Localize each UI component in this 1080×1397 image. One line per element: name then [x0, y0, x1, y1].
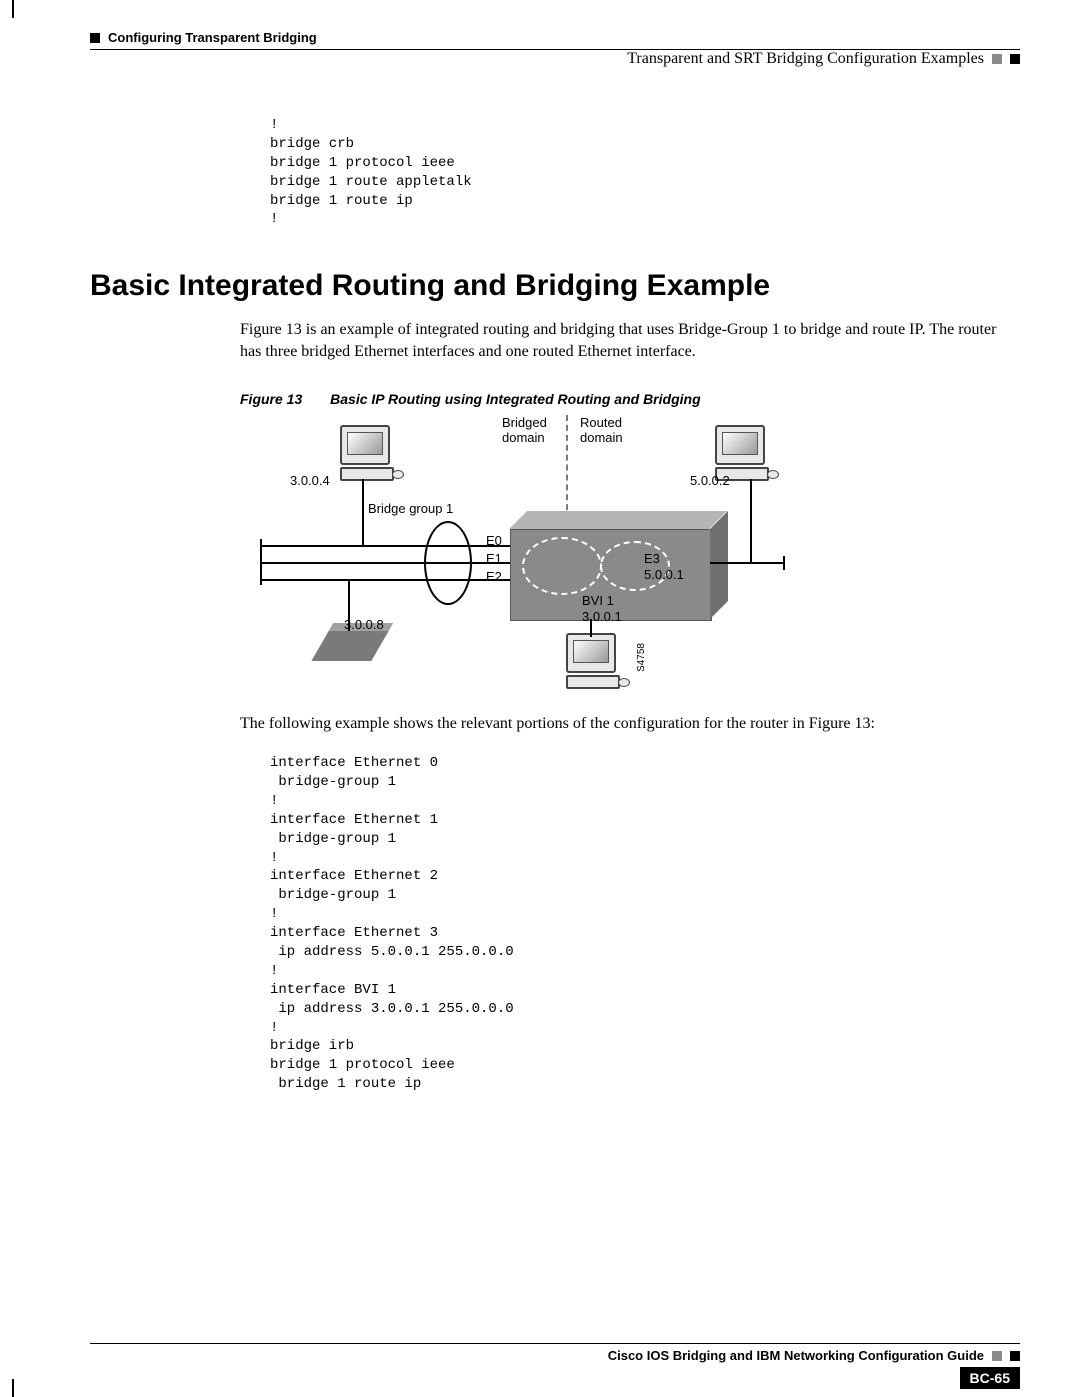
page-number: BC-65	[960, 1367, 1020, 1389]
label-ip-5001: 5.0.0.1	[644, 567, 684, 582]
router-oval-right	[600, 541, 670, 591]
paragraph-2: The following example shows the relevant…	[240, 713, 1010, 735]
header-chapter: Configuring Transparent Bridging	[108, 30, 317, 45]
code-block-2: interface Ethernet 0 bridge-group 1 ! in…	[270, 754, 1020, 1094]
label-bvi1: BVI 1	[582, 593, 614, 608]
pc-bottom-center	[566, 633, 626, 689]
footer-square-black	[1010, 1351, 1020, 1361]
page-header: Configuring Transparent Bridging	[90, 30, 1020, 45]
code-block-1: ! bridge crb bridge 1 protocol ieee brid…	[270, 116, 1020, 229]
router-oval-left	[522, 537, 602, 595]
label-e3: E3	[644, 551, 660, 566]
label-ip-3001: 3.0.0.1	[582, 609, 622, 624]
drop-pc-right	[750, 479, 752, 562]
label-ip-3004: 3.0.0.4	[290, 473, 330, 488]
figure-caption: Figure 13 Basic IP Routing using Integra…	[240, 391, 1020, 407]
endcap-e3	[783, 556, 785, 570]
header-square-right	[1010, 54, 1020, 64]
header-section: Transparent and SRT Bridging Configurati…	[627, 50, 984, 68]
page-footer: Cisco IOS Bridging and IBM Networking Co…	[90, 1343, 1020, 1363]
label-ip-5002: 5.0.0.2	[690, 473, 730, 488]
pc-left-top	[340, 425, 400, 481]
line-e3	[710, 562, 785, 564]
bus-line-e1	[260, 562, 510, 564]
bus-endcap-left	[260, 539, 262, 585]
label-routed-domain: Routed domain	[580, 415, 623, 445]
router-side	[710, 511, 728, 619]
footer-square-grey	[992, 1351, 1002, 1361]
label-e1: E1	[486, 551, 502, 566]
paragraph-1: Figure 13 is an example of integrated ro…	[240, 319, 1010, 362]
footer-guide: Cisco IOS Bridging and IBM Networking Co…	[608, 1348, 984, 1363]
drop-pc-left	[362, 479, 364, 545]
figure-label: Figure 13	[240, 391, 302, 407]
bus-line-e0	[260, 545, 510, 547]
drop-host	[348, 579, 350, 631]
figure-13: Bridged domain Routed domain 3.0.0.4 5.0…	[260, 415, 820, 695]
section-heading: Basic Integrated Routing and Bridging Ex…	[90, 269, 1020, 303]
bus-line-e2	[260, 579, 510, 581]
router-top	[509, 511, 727, 529]
label-e2: E2	[486, 569, 502, 584]
page-number-row: BC-65	[960, 1367, 1020, 1389]
label-bridged-domain: Bridged domain	[502, 415, 547, 445]
header-square-grey	[992, 54, 1002, 64]
bridge-group-ellipse	[424, 521, 472, 605]
label-e0: E0	[486, 533, 502, 548]
host-bottom-left	[311, 631, 388, 661]
image-ref: S4758	[636, 643, 647, 672]
header-square-left	[90, 33, 100, 43]
label-bridge-group: Bridge group 1	[368, 501, 453, 516]
figure-title: Basic IP Routing using Integrated Routin…	[330, 391, 700, 407]
